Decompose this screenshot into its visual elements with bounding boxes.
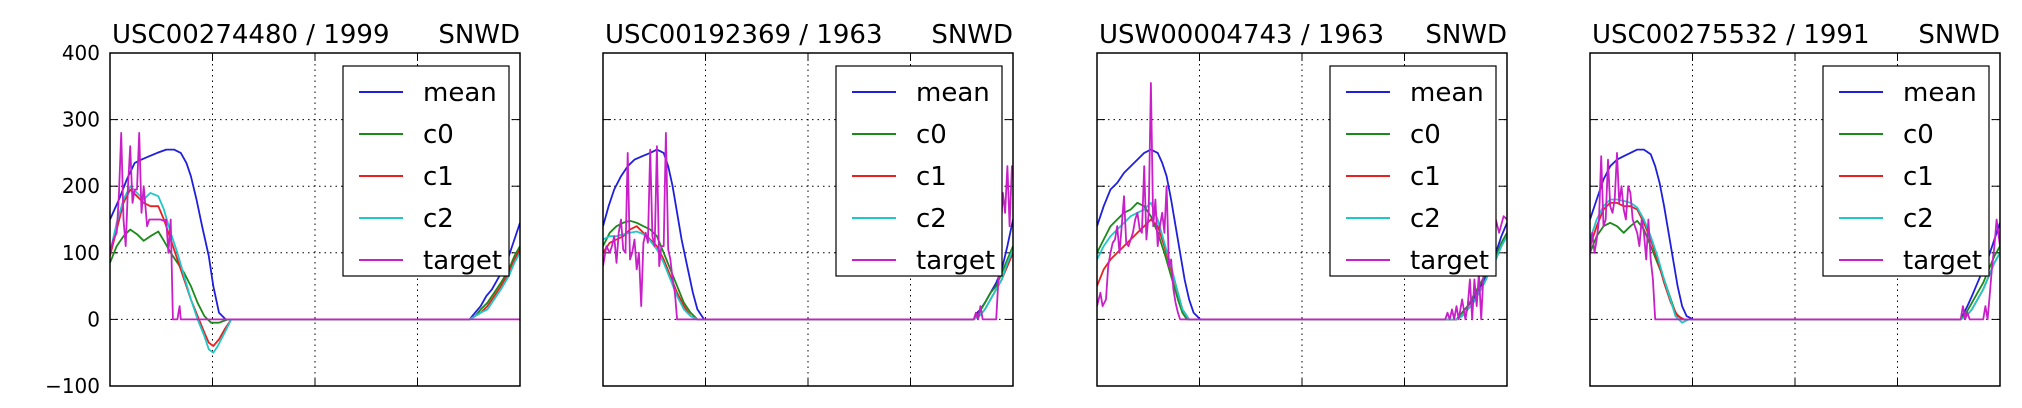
series-line-c2 [1097,201,1507,321]
series-line-target [1590,151,2000,321]
y-tick-label: 200 [62,174,100,198]
legend: mean c0 c1 c2 target [835,65,1003,277]
chart-title: USC00275532 / 1991 [1592,20,1869,50]
legend-label-c0: c0 [916,120,947,150]
y-tick-label: 300 [62,108,100,132]
series-line-mean [110,148,520,321]
series-line-c2 [603,230,1013,321]
legend-label-target: target [1410,246,1489,276]
series-group [110,131,520,354]
legend-label-target: target [1903,246,1982,276]
chart-panel-3: USW00004743 / 1963 SNWD mean c0 c1 c2 target [1096,20,1508,387]
plot-frame [1096,52,1508,387]
legend-label-c1: c1 [423,162,454,192]
series-group [1590,148,2000,324]
legend-label-c1: c1 [916,162,947,192]
legend-box [1329,65,1497,277]
legend-label-c2: c2 [916,204,947,234]
chart-variable: SNWD [1425,20,1507,50]
y-tick-label: −100 [45,374,100,398]
legend-box [1822,65,1990,277]
plot-frame [1589,52,2001,387]
legend-label-c0: c0 [1903,120,1934,150]
series-line-target [1097,82,1507,321]
y-tick-label: 100 [62,241,100,265]
chart-panel-4: USC00275532 / 1991 SNWD mean c0 c1 c2 target [1589,20,2001,387]
legend-label-c0: c0 [1410,120,1441,150]
series-group [1097,82,1507,321]
y-tick-label: 400 [62,41,100,65]
chart-title: USW00004743 / 1963 [1099,20,1384,50]
legend-label-c2: c2 [423,204,454,234]
plot-frame [109,52,521,387]
chart-variable: SNWD [931,20,1013,50]
series-line-mean [1590,148,2000,321]
legend: mean c0 c1 c2 target [1822,65,1990,277]
series-line-target [603,131,1013,321]
legend-box [835,65,1003,277]
chart-panel-2: USC00192369 / 1963 SNWD mean c0 c1 c2 target [602,20,1014,387]
legend-label-mean: mean [423,78,497,108]
series-line-c0 [110,228,520,324]
series-line-mean [1097,148,1507,321]
legend-label-mean: mean [1903,78,1977,108]
chart-title: USC00192369 / 1963 [605,20,882,50]
series-group [603,131,1013,321]
chart-panel-1: −100 0 100 200 300 400 USC00274480 / 1999 SNWD m… [45,20,521,398]
legend-label-mean: mean [916,78,990,108]
legend-label-mean: mean [1410,78,1484,108]
chart-variable: SNWD [1918,20,2000,50]
legend: mean c0 c1 c2 target [1329,65,1497,277]
legend: mean c0 c1 c2 target [342,65,510,277]
series-line-c0 [603,219,1013,321]
legend-box [342,65,510,277]
legend-label-target: target [423,246,502,276]
legend-label-target: target [916,246,995,276]
legend-label-c2: c2 [1903,204,1934,234]
series-line-c2 [1590,198,2000,324]
y-tick-label: 0 [87,307,100,331]
series-line-target [110,131,520,321]
chart-variable: SNWD [438,20,520,50]
legend-label-c1: c1 [1410,162,1441,192]
legend-label-c1: c1 [1903,162,1934,192]
legend-label-c2: c2 [1410,204,1441,234]
chart-title: USC00274480 / 1999 [112,20,389,50]
plot-frame [602,52,1014,387]
legend-label-c0: c0 [423,120,454,150]
